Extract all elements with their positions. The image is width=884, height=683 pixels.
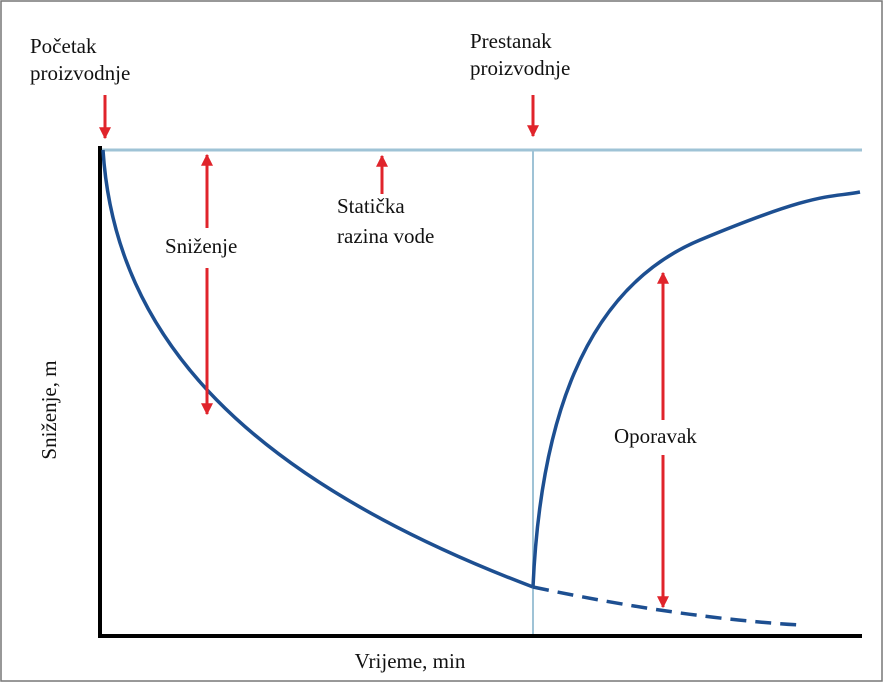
label: Oporavak	[614, 424, 697, 448]
label: Početak	[30, 34, 97, 58]
x-axis-label: Vrijeme, min	[355, 649, 466, 673]
label: Prestanak	[470, 29, 552, 53]
label: Statička	[337, 194, 405, 218]
drawdown-curve	[101, 149, 534, 589]
label: proizvodnje	[30, 61, 130, 85]
label: proizvodnje	[470, 56, 570, 80]
recovery-curve	[531, 190, 861, 588]
extrapolated-drawdown	[532, 585, 801, 627]
label: razina vode	[337, 224, 434, 248]
label: Sniženje	[165, 234, 237, 258]
y-axis-label: Sniženje, m	[37, 360, 61, 459]
